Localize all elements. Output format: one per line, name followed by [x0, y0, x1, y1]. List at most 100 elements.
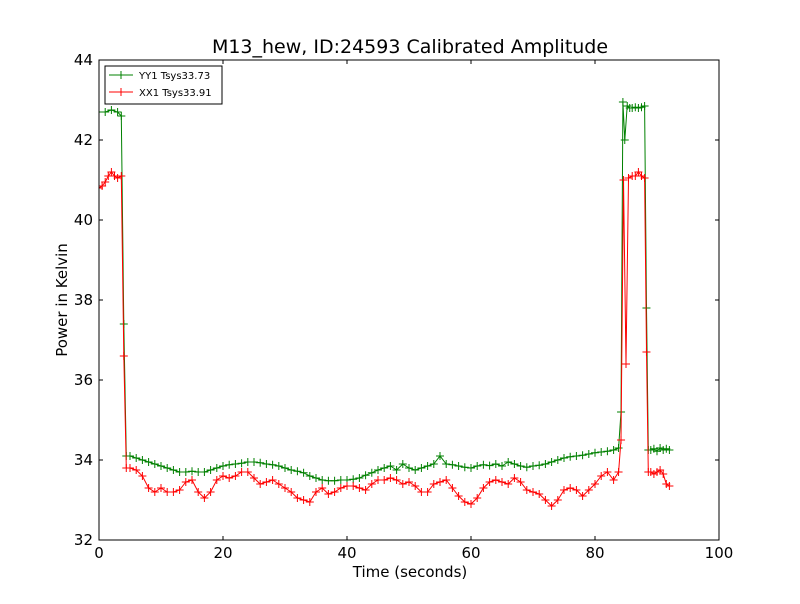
data-point: [642, 348, 651, 356]
data-point: [107, 106, 116, 114]
data-point: [491, 460, 500, 468]
data-point: [485, 461, 494, 470]
data-point: [624, 174, 633, 182]
data-point: [603, 447, 612, 456]
data-point: [640, 174, 649, 182]
data-point: [516, 478, 525, 486]
data-point: [614, 468, 623, 476]
data-point: [609, 446, 618, 454]
data-point: [522, 463, 531, 472]
data-point: [206, 488, 215, 496]
data-point: [454, 462, 463, 470]
data-point: [467, 464, 475, 472]
data-point: [169, 488, 178, 496]
y-tick-label: 40: [74, 211, 93, 229]
legend-marker: [117, 71, 125, 79]
data-point: [510, 460, 519, 468]
legend-box: [104, 65, 223, 105]
data-point: [250, 458, 258, 466]
data-point: [281, 464, 289, 472]
data-point: [287, 488, 296, 496]
data-point: [619, 176, 628, 184]
data-point: [392, 466, 401, 474]
data-point: [473, 462, 482, 470]
data-point: [101, 178, 110, 186]
data-point: [498, 462, 506, 470]
data-point: [442, 460, 451, 468]
data-point: [417, 464, 426, 472]
data-point: [398, 480, 407, 488]
data-point: [614, 444, 623, 452]
y-tick-label: 44: [74, 51, 93, 69]
data-point: [144, 458, 153, 466]
axes: 0 20 40 60 80 100 32 34 36 38 40 42 44: [74, 51, 733, 562]
data-point: [578, 451, 587, 460]
data-point: [584, 486, 593, 494]
data-point: [157, 484, 165, 492]
data-point: [535, 461, 544, 470]
data-point: [609, 476, 618, 484]
data-point: [157, 462, 165, 470]
data-point: [659, 470, 668, 478]
data-point: [212, 464, 221, 472]
data-point: [219, 462, 227, 470]
data-point: [117, 172, 126, 180]
data-point: [256, 480, 265, 488]
data-point: [212, 476, 221, 484]
data-point: [442, 476, 451, 484]
data-point: [200, 494, 209, 502]
data-point: [361, 486, 370, 494]
data-point: [132, 454, 141, 462]
data-point: [405, 478, 413, 486]
data-point: [305, 472, 314, 480]
data-point: [535, 490, 544, 498]
data-point: [411, 466, 420, 474]
data-point: [380, 476, 389, 484]
data-point: [262, 478, 271, 486]
data-point: [231, 472, 240, 480]
data-point: [591, 480, 599, 488]
y-tick-label: 42: [74, 131, 93, 149]
data-point: [572, 452, 581, 460]
data-point: [349, 482, 358, 490]
y-tick-label: 32: [74, 531, 93, 549]
data-point: [578, 492, 587, 500]
data-point: [423, 462, 432, 470]
data-point: [349, 475, 358, 484]
data-point: [386, 474, 395, 482]
data-point: [522, 486, 531, 494]
data-point: [665, 446, 674, 454]
data-point: [398, 460, 407, 468]
data-point: [312, 474, 320, 482]
data-point: [436, 478, 444, 486]
data-point: [225, 460, 234, 469]
data-point: [423, 488, 432, 496]
data-point: [312, 488, 320, 496]
data-point: [617, 436, 626, 444]
data-point: [566, 452, 575, 461]
data-point: [460, 498, 469, 506]
data-point: [386, 462, 395, 470]
data-point: [119, 352, 128, 360]
data-point: [436, 452, 444, 460]
data-point: [665, 482, 674, 490]
data-point: [256, 458, 265, 467]
data-point: [150, 460, 159, 468]
data-point: [132, 466, 141, 474]
data-point: [411, 482, 420, 490]
data-point: [560, 454, 568, 462]
data-point: [324, 490, 333, 498]
data-point: [250, 474, 258, 482]
data-point: [318, 484, 327, 492]
data-point: [541, 496, 550, 504]
data-point: [305, 498, 314, 506]
data-point: [572, 486, 581, 494]
data-point: [553, 496, 562, 504]
data-point: [330, 488, 339, 496]
data-point: [206, 466, 215, 474]
legend: YY1 Tsys33.73 XX1 Tsys33.91: [104, 65, 223, 105]
data-point: [117, 112, 126, 120]
data-point: [188, 467, 196, 476]
data-point: [194, 488, 203, 496]
